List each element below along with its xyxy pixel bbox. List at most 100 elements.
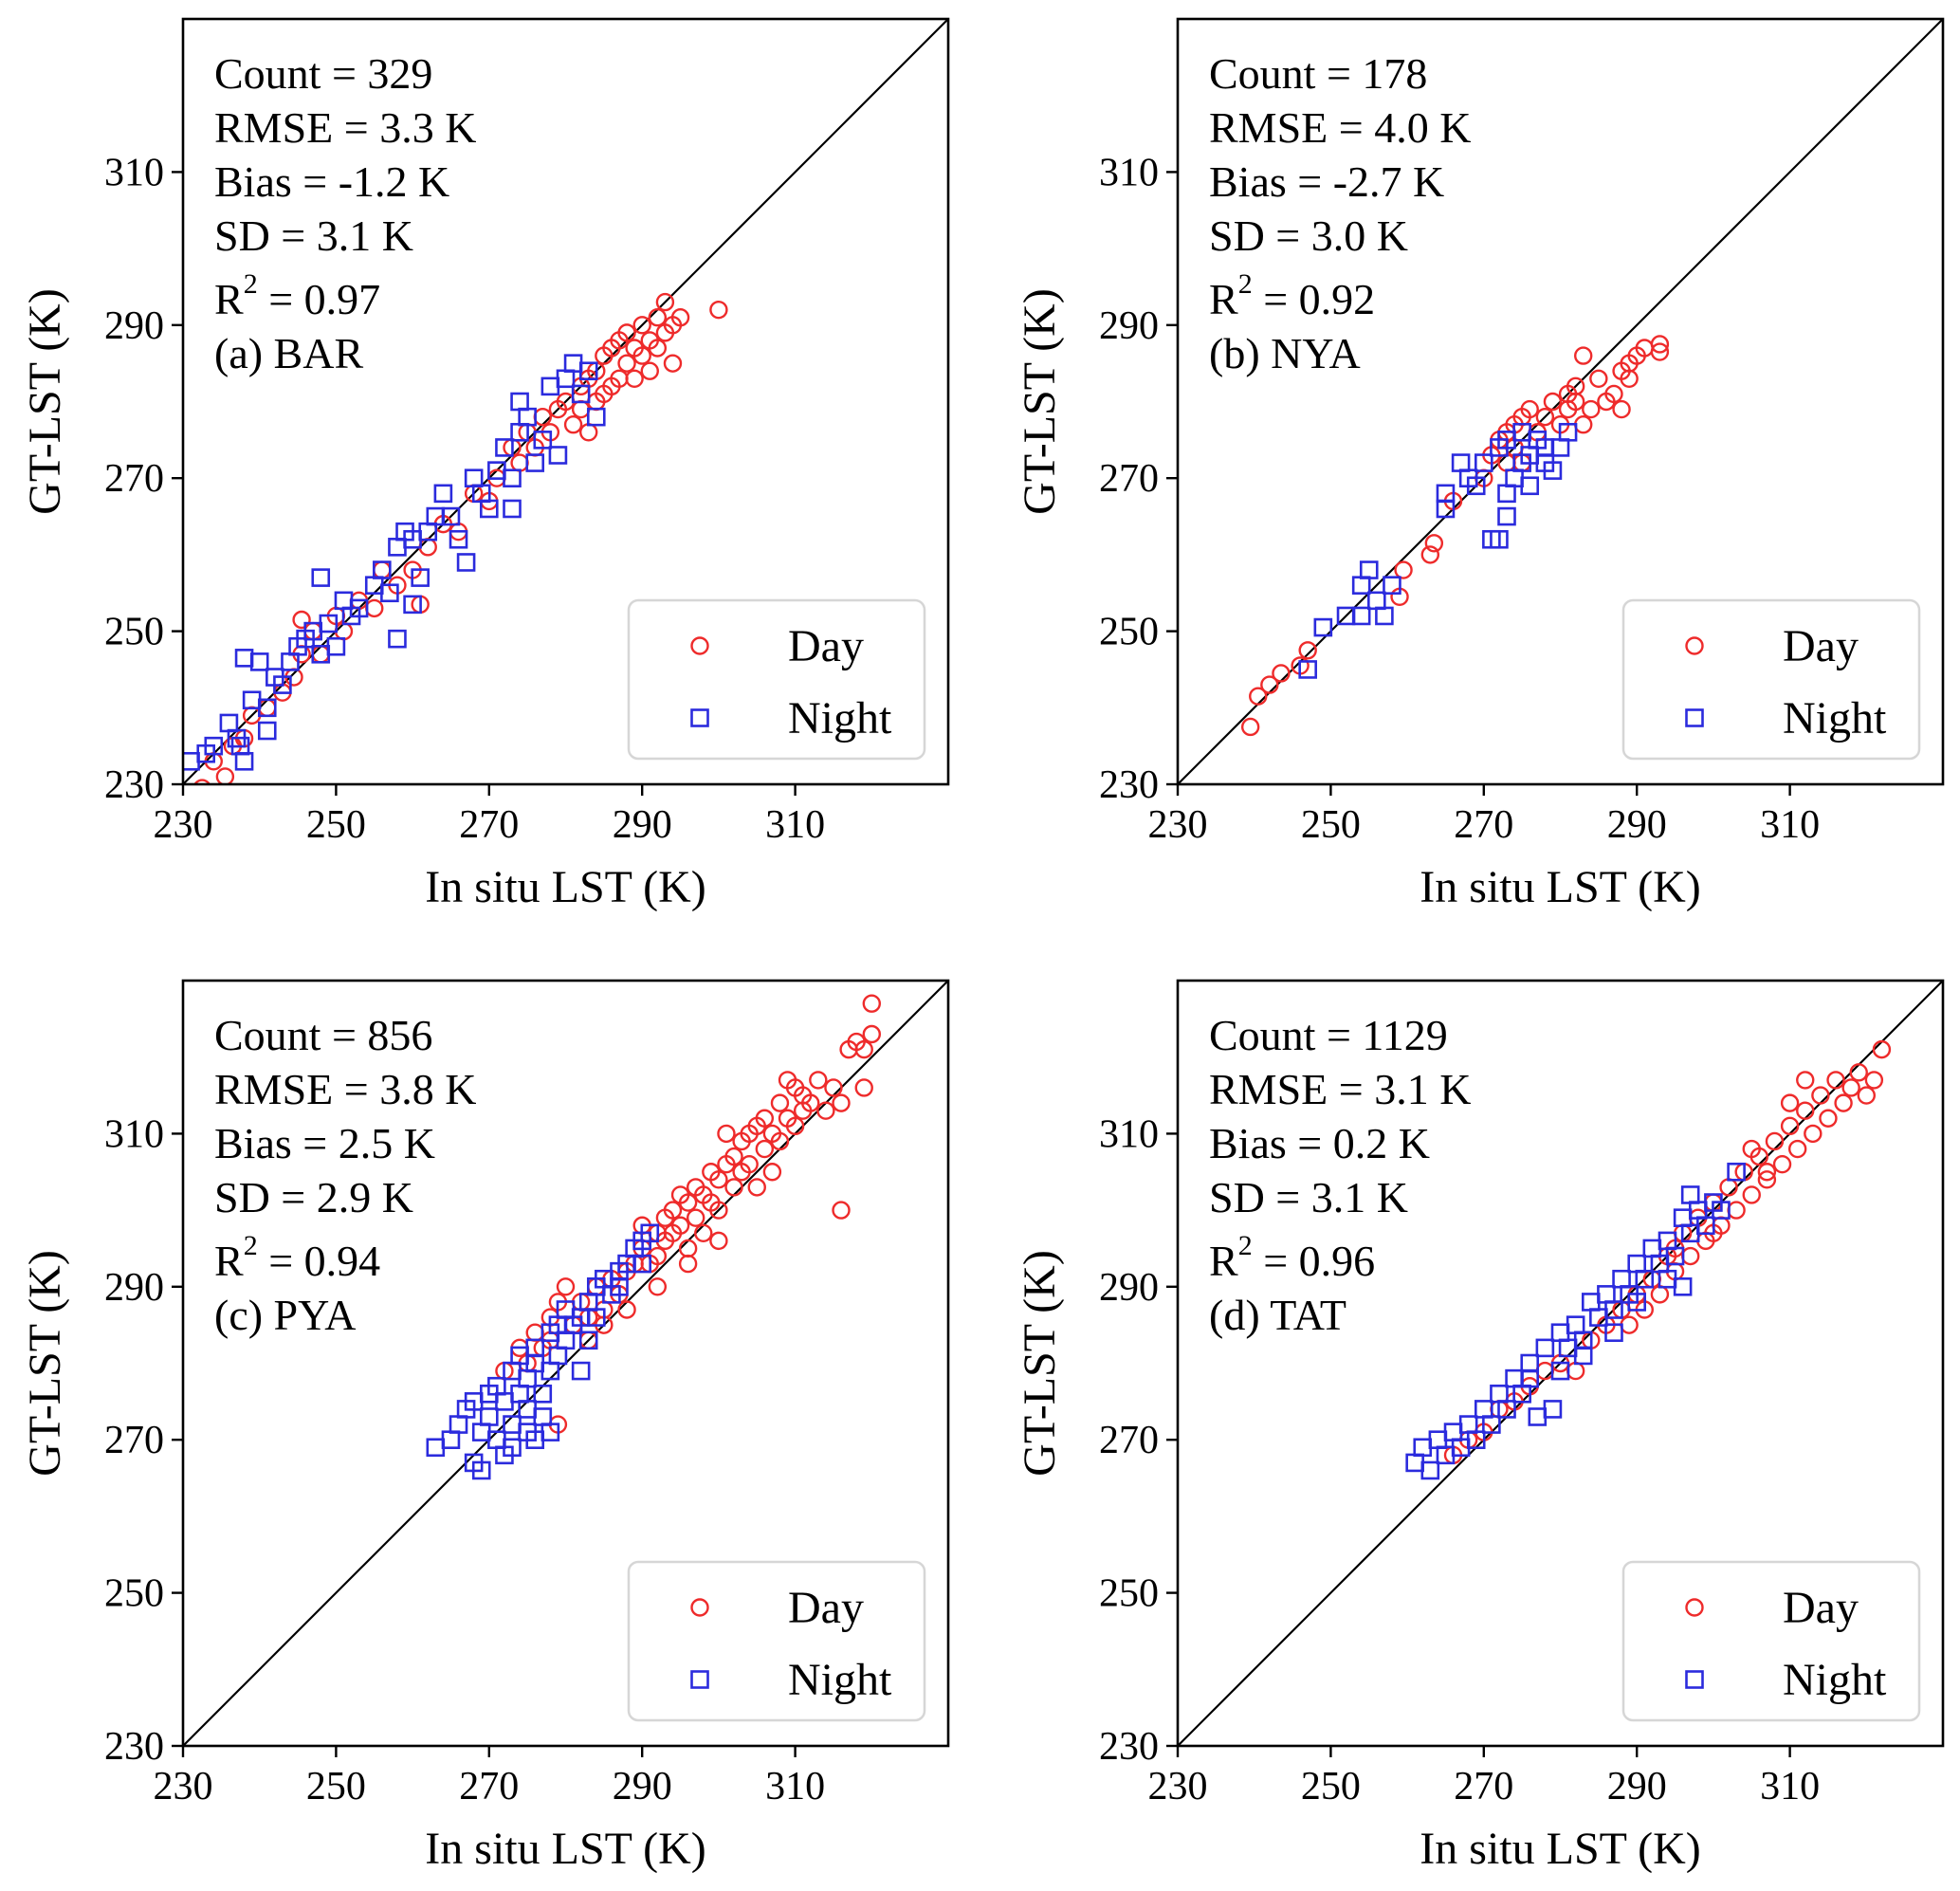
night-point: [610, 1277, 629, 1296]
night-point: [1604, 1300, 1623, 1319]
x-axis-label: In situ LST (K): [425, 1824, 705, 1874]
night-point: [1627, 1254, 1646, 1274]
day-point: [709, 300, 728, 320]
night-point: [1566, 1315, 1585, 1334]
series-night: [1405, 1162, 1746, 1480]
y-tick-label: 250: [1099, 1572, 1159, 1616]
day-point: [1650, 335, 1670, 354]
night-point: [1597, 1285, 1616, 1304]
series-night: [426, 1223, 660, 1480]
legend-box: [627, 1560, 926, 1722]
day-point: [670, 308, 690, 327]
night-point: [1466, 476, 1486, 496]
day-point: [1298, 641, 1317, 660]
day-point: [1543, 392, 1563, 412]
day-point: [854, 1039, 873, 1059]
night-point: [1497, 484, 1516, 504]
night-point: [449, 529, 468, 549]
day-point: [1650, 1285, 1670, 1304]
night-point: [1558, 1338, 1578, 1358]
night-point: [518, 1368, 537, 1388]
night-point: [1351, 606, 1371, 626]
stat-count: Count = 178: [1209, 49, 1427, 98]
day-point: [1604, 384, 1623, 404]
day-point: [418, 538, 437, 557]
day-point: [655, 292, 675, 312]
night-point: [1627, 1293, 1646, 1312]
legend-night-marker: [1685, 1670, 1704, 1689]
y-tick-label: 290: [1099, 304, 1159, 348]
panel-label: (c) PYA: [214, 1291, 356, 1339]
night-point: [518, 407, 537, 427]
night-point: [1482, 1415, 1501, 1434]
y-tick-label: 250: [104, 1572, 164, 1616]
night-point: [1581, 1293, 1601, 1312]
night-point: [1550, 1323, 1570, 1343]
legend: Day Night: [1621, 598, 1921, 761]
night-point: [471, 1460, 491, 1480]
night-point: [479, 499, 499, 519]
night-point: [411, 568, 430, 587]
y-tick-label: 270: [1099, 457, 1159, 501]
night-point: [1635, 1269, 1655, 1289]
night-point: [1458, 1415, 1478, 1434]
night-point: [518, 1400, 537, 1419]
day-point: [1757, 1170, 1777, 1189]
x-tick-label: 230: [1148, 803, 1208, 847]
day-point: [709, 1170, 728, 1189]
x-axis-label: In situ LST (K): [1420, 862, 1700, 912]
y-tick-label: 250: [104, 611, 164, 654]
day-point: [1260, 675, 1279, 694]
night-point: [1505, 1368, 1524, 1388]
night-point: [495, 438, 514, 457]
night-point: [556, 369, 576, 389]
legend: Day Night: [1621, 1560, 1921, 1722]
y-tick-label: 270: [1099, 1419, 1159, 1462]
y-axis-label: GT-LST (K): [1015, 1250, 1065, 1477]
night-point: [503, 499, 522, 519]
night-point: [234, 751, 254, 771]
night-point: [586, 1308, 606, 1327]
night-point: [1413, 1438, 1433, 1458]
night-point: [1436, 484, 1456, 504]
night-point: [1466, 1430, 1486, 1449]
day-point: [694, 1223, 713, 1243]
night-point: [1604, 1323, 1623, 1343]
day-point: [1650, 342, 1670, 361]
night-point: [1573, 1346, 1593, 1366]
y-tick-label: 310: [104, 1112, 164, 1156]
stat-r2: R2 = 0.96: [1209, 1230, 1375, 1285]
night-point: [540, 376, 560, 396]
legend-day-label: Day: [1783, 621, 1859, 671]
night-point: [204, 736, 224, 756]
day-point: [747, 1178, 766, 1197]
night-point: [1497, 1400, 1516, 1419]
stat-bias: Bias = -1.2 K: [214, 157, 449, 206]
day-point: [1857, 1086, 1877, 1105]
night-point: [548, 1346, 568, 1366]
day-point: [670, 1216, 690, 1235]
day-point: [832, 1093, 851, 1112]
day-point: [724, 1147, 743, 1166]
night-point: [257, 721, 277, 741]
night-point: [349, 598, 369, 618]
night-point: [403, 595, 422, 615]
x-tick-label: 270: [1454, 1765, 1513, 1808]
night-point: [640, 1223, 660, 1243]
day-point: [1680, 1246, 1700, 1266]
night-point: [364, 576, 384, 595]
stat-count: Count = 1129: [1209, 1011, 1448, 1059]
day-point: [1819, 1109, 1838, 1128]
panel-label: (d) TAT: [1209, 1291, 1346, 1339]
day-point: [854, 1078, 873, 1097]
x-tick-label: 230: [1148, 1765, 1208, 1808]
day-point: [686, 1208, 705, 1227]
night-point: [234, 649, 254, 668]
x-tick-label: 310: [1760, 803, 1820, 847]
night-point: [319, 614, 339, 633]
stat-sd: SD = 2.9 K: [214, 1173, 413, 1221]
night-point: [219, 713, 239, 733]
x-tick-label: 250: [306, 1765, 366, 1808]
day-point: [563, 415, 583, 434]
night-point: [510, 392, 529, 412]
